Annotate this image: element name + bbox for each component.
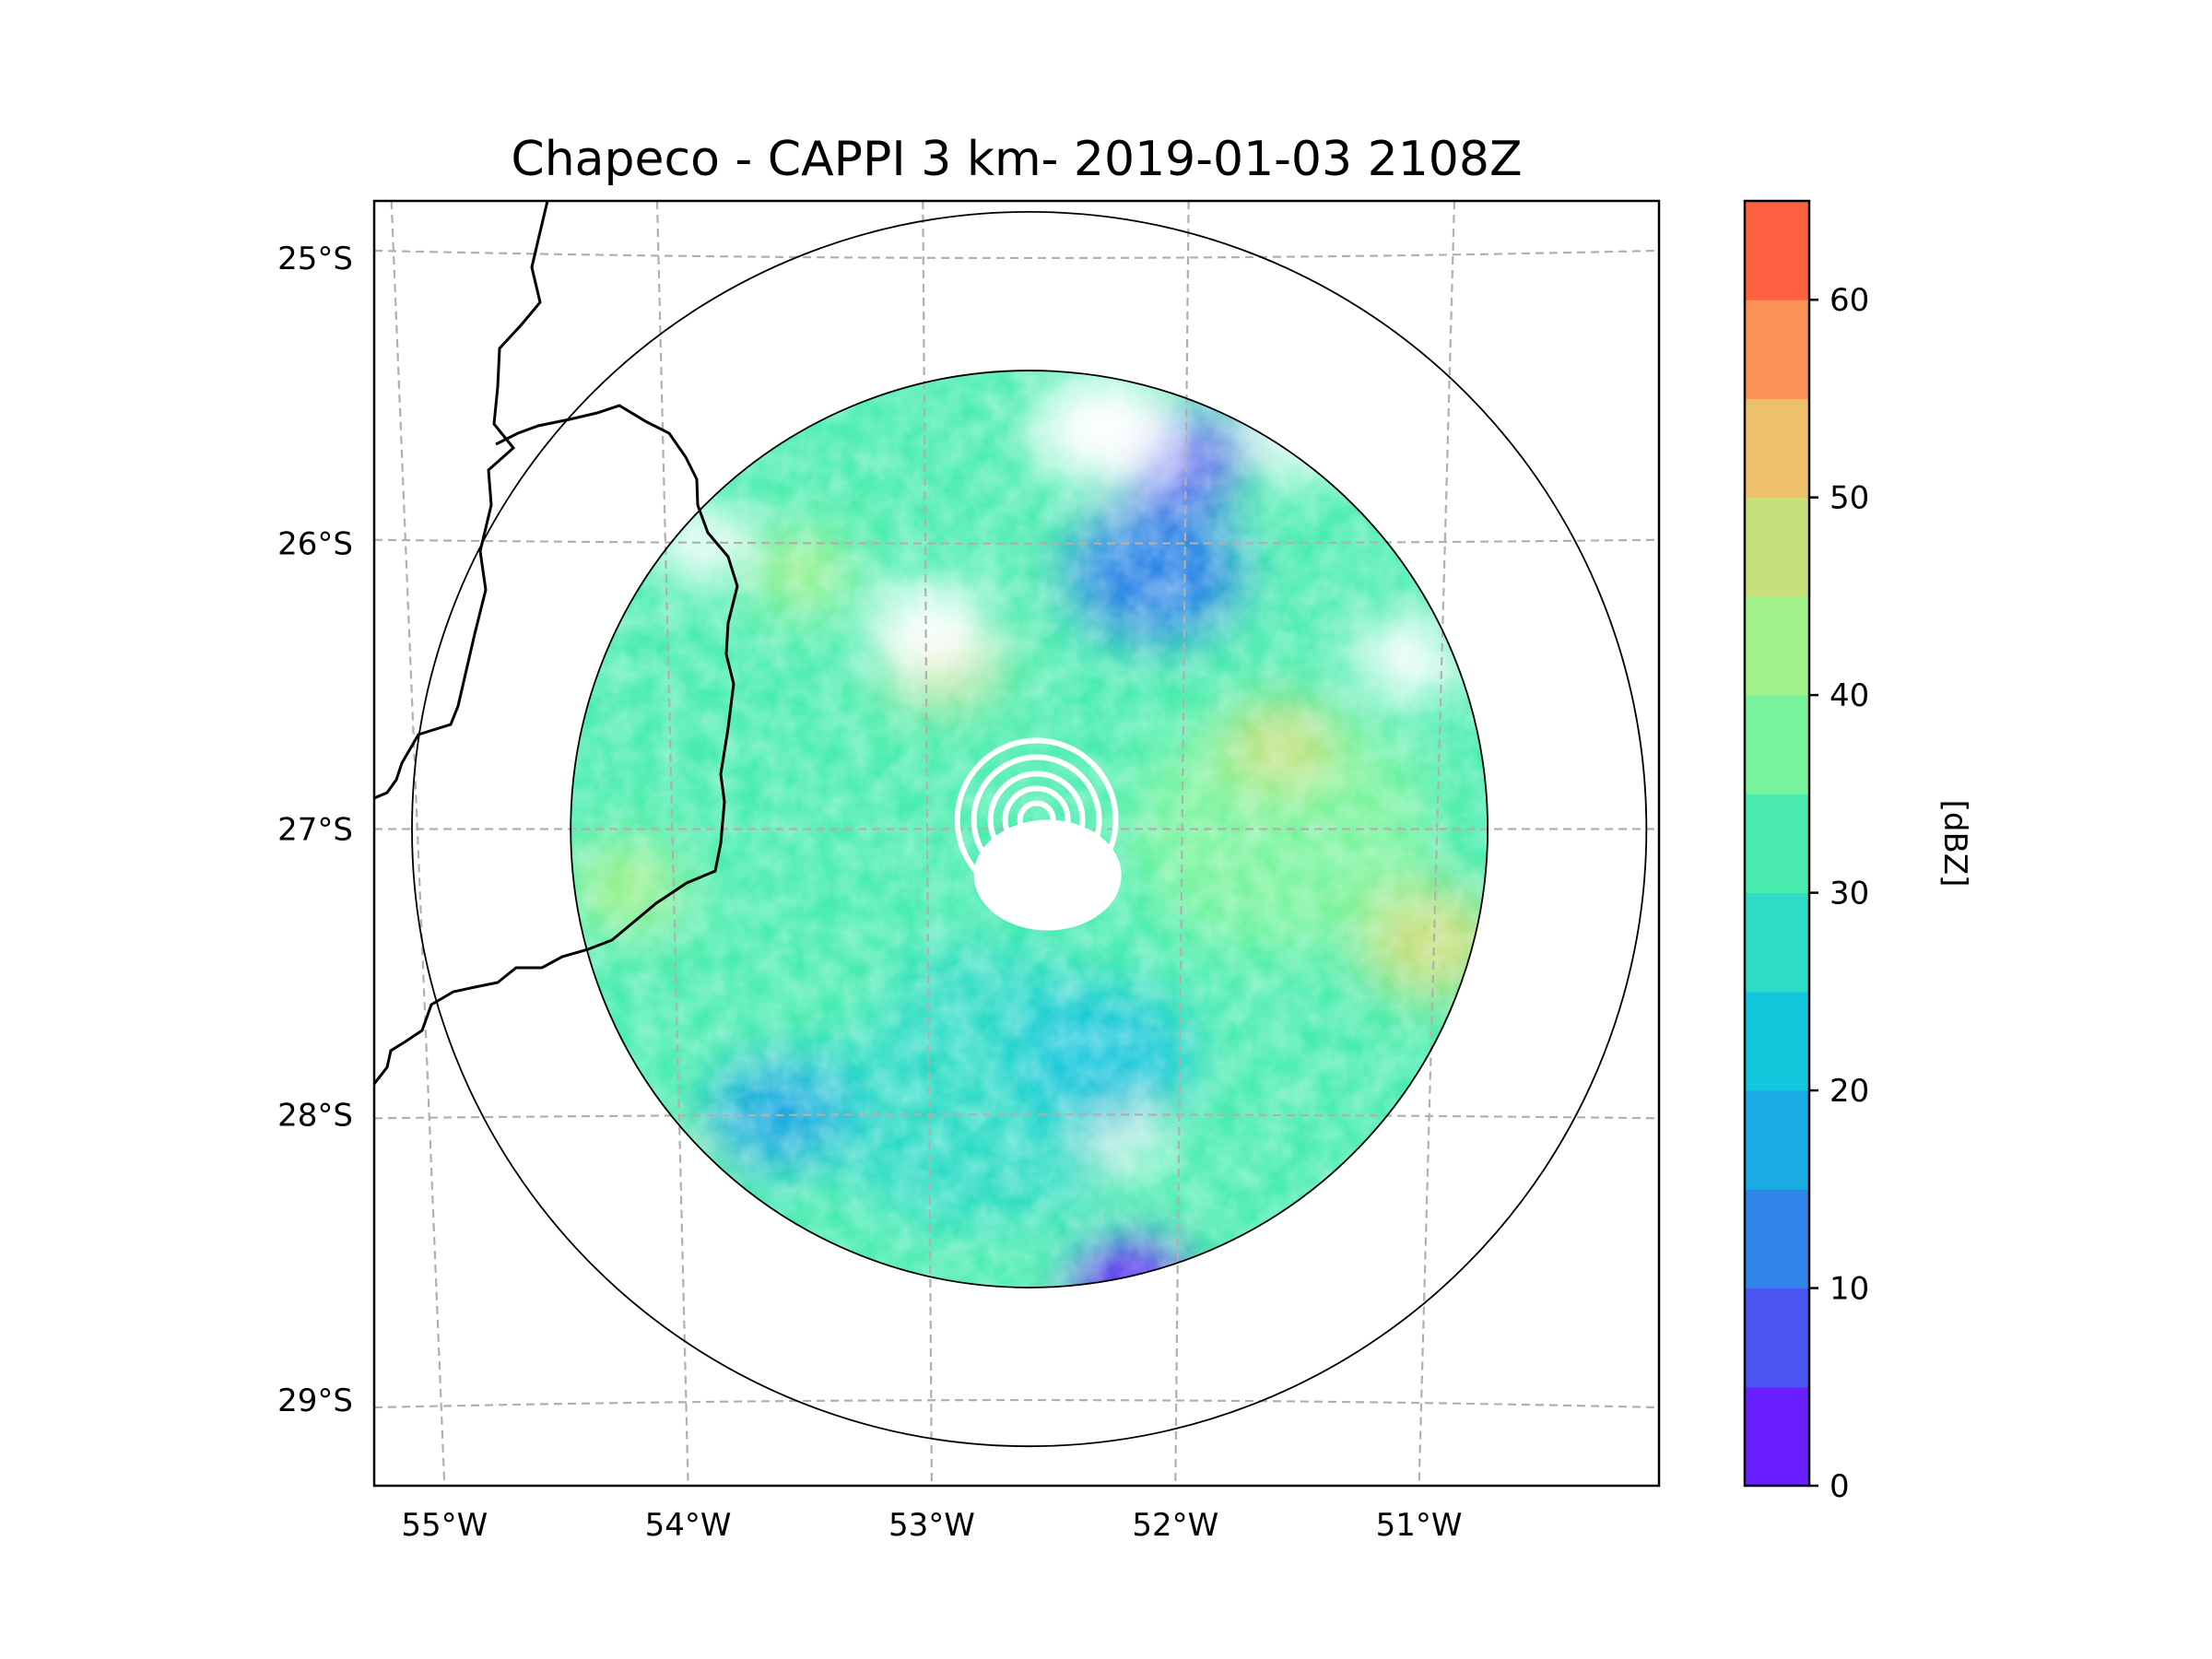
colorbar-segment (1745, 1386, 1809, 1487)
colorbar-segment (1745, 991, 1809, 1091)
colorbar-segment (1745, 1189, 1809, 1289)
colorbar-segment (1745, 497, 1809, 597)
meridian-line (1174, 201, 1190, 1486)
latitude-axis: 25°S 26°S 27°S 28°S 29°S (277, 241, 353, 1419)
colorbar-segment (1745, 1090, 1809, 1190)
parallel-line (374, 1113, 1659, 1120)
colorbar-segment (1745, 595, 1809, 696)
parallel-line (374, 538, 1659, 545)
colorbar-segment (1745, 892, 1809, 993)
colorbar-segment (1745, 794, 1809, 894)
graticule (374, 201, 1659, 1486)
chart-title: Chapeco - CAPPI 3 km- 2019-01-03 2108Z (511, 132, 1522, 187)
lon-tick-label: 53°W (888, 1507, 975, 1544)
colorbar-segment (1745, 695, 1809, 794)
colorbar-tick-label: 30 (1830, 876, 1869, 912)
lat-tick-label: 28°S (277, 1097, 353, 1134)
meridian-line (922, 201, 934, 1486)
colorbar-tick-label: 0 (1830, 1468, 1850, 1505)
meridian-line (1418, 201, 1456, 1486)
colorbar: 0 10 20 30 40 50 60 [dBZ] (1743, 199, 1973, 1505)
lon-tick-label: 54°W (645, 1507, 732, 1544)
colorbar-segment (1745, 300, 1809, 399)
parallel-line (374, 1398, 1659, 1409)
parallel-line (374, 249, 1659, 260)
echo-region (571, 1129, 714, 1271)
map-frame (372, 199, 1661, 1488)
lat-tick-label: 26°S (277, 526, 353, 563)
colorbar-tick-label: 60 (1830, 282, 1869, 319)
meridian-line (655, 201, 689, 1486)
colorbar-segment (1745, 201, 1809, 300)
colorbar-label: [dBZ] (1936, 800, 1973, 888)
range-ring-outer (411, 210, 1648, 1448)
lat-tick-label: 25°S (277, 241, 353, 277)
lon-tick-label: 51°W (1376, 1507, 1463, 1544)
country-border (374, 404, 739, 1085)
colorbar-tick-label: 40 (1830, 677, 1869, 714)
colorbar-segment (1745, 398, 1809, 499)
meridian-line (390, 201, 446, 1486)
lat-tick-label: 29°S (277, 1382, 353, 1419)
lon-tick-label: 52°W (1132, 1507, 1218, 1544)
lon-tick-label: 55°W (401, 1507, 488, 1544)
radar-site-clutter (954, 737, 1122, 931)
colorbar-segment (1745, 1288, 1809, 1388)
colorbar-frame (1743, 199, 1811, 1488)
colorbar-tick-label: 50 (1830, 480, 1869, 517)
colorbar-tick-label: 10 (1830, 1271, 1869, 1308)
radar-range-edge (570, 370, 1489, 1288)
map-area (374, 201, 1659, 1486)
colorbar-tick-label: 20 (1830, 1073, 1869, 1110)
state-border (374, 201, 549, 800)
longitude-axis: 55°W 54°W 53°W 52°W 51°W (401, 1507, 1462, 1544)
clutter-patch (973, 819, 1122, 931)
lat-tick-label: 27°S (277, 812, 353, 849)
